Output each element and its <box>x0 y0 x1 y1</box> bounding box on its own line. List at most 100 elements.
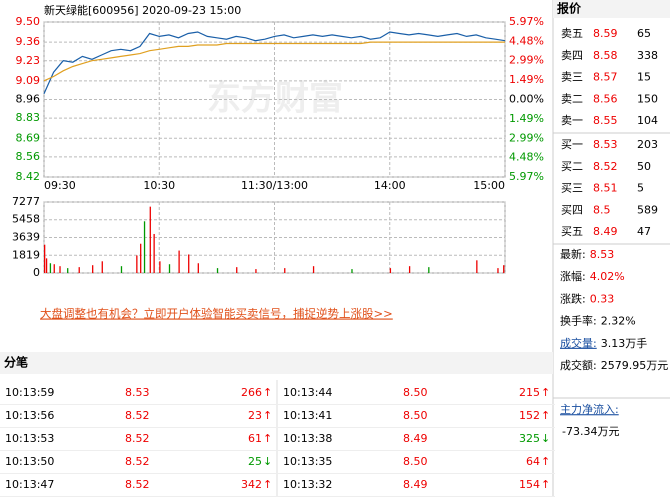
stat-label: 换手率: <box>560 314 597 328</box>
x-tick-label: 10:30 <box>143 179 175 192</box>
book-label: 买三 <box>561 182 583 195</box>
volume-bar <box>49 263 52 273</box>
quote-title: 报价 <box>557 1 582 16</box>
tick-price: 8.49 <box>403 432 428 445</box>
tick-arrow: ↑ <box>541 386 550 399</box>
tape-header <box>0 352 553 374</box>
stat: 成交量: 3.13万手 <box>560 336 647 350</box>
tick-price: 8.50 <box>403 455 428 468</box>
stat-label: 涨幅: <box>560 270 586 283</box>
y-tick-label: 8.42 <box>16 170 41 183</box>
tick-price: 8.52 <box>125 409 150 422</box>
book-price: 8.58 <box>593 49 618 62</box>
tick-time: 10:13:35 <box>283 455 332 468</box>
y-tick-label: 0 <box>33 266 40 279</box>
volume-bar <box>389 268 392 273</box>
stat: 涨幅: 4.02% <box>560 270 625 283</box>
tick-price: 8.52 <box>125 478 150 491</box>
stat: 换手率: 2.32% <box>560 314 636 328</box>
y2-tick-label: 1.49% <box>509 73 544 86</box>
y2-tick-label: 1.49% <box>509 112 544 125</box>
tick-arrow: ↑ <box>541 478 550 491</box>
y2-tick-label: 2.99% <box>509 54 544 67</box>
stat: 成交额: 2579.95万元 <box>560 358 668 372</box>
x-tick-label: 09:30 <box>44 179 76 192</box>
volume-bar <box>136 255 138 273</box>
volume-bar <box>143 221 146 273</box>
tick-volume: 266 <box>241 386 262 399</box>
book-volume: 150 <box>637 92 658 105</box>
y-tick-label: 8.96 <box>16 93 41 106</box>
tick-arrow: ↑ <box>263 386 272 399</box>
stat-value: -73.34万元 <box>562 425 619 438</box>
volume-bar <box>92 265 94 273</box>
quote-header <box>553 0 670 18</box>
promo-link[interactable]: 大盘调整也有机会？立即开户体验智能买卖信号，捕捉逆势上涨股>> <box>40 307 393 321</box>
book-volume: 104 <box>637 114 658 127</box>
tick-arrow: ↑ <box>263 432 272 445</box>
stat-value: 2.32% <box>601 315 636 328</box>
book-price: 8.52 <box>593 160 618 173</box>
book-label: 卖四 <box>561 49 583 62</box>
volume-bar <box>255 269 257 273</box>
tick-price: 8.53 <box>125 386 150 399</box>
x-tick-label: 15:00 <box>473 179 505 192</box>
tape-title: 分笔 <box>4 355 28 370</box>
tick-volume: 325 <box>519 432 540 445</box>
x-tick-label: 14:00 <box>374 179 406 192</box>
y-tick-label: 9.50 <box>16 15 41 28</box>
book-volume: 589 <box>637 203 658 216</box>
tick-arrow: ↑ <box>263 409 272 422</box>
tick-price: 8.50 <box>403 409 428 422</box>
tick-time: 10:13:47 <box>5 478 54 491</box>
y2-tick-label: 5.97% <box>509 15 544 28</box>
tick-price: 8.50 <box>403 386 428 399</box>
tick-price: 8.52 <box>125 432 150 445</box>
y-tick-label: 1819 <box>12 248 40 261</box>
y-tick-label: 8.56 <box>16 150 41 163</box>
volume-bar <box>216 268 219 273</box>
book-label: 买一 <box>561 138 583 151</box>
volume-bar <box>236 267 238 273</box>
tick-volume: 23 <box>248 409 262 422</box>
tick-price: 8.52 <box>125 455 150 468</box>
tick-time: 10:13:44 <box>283 386 332 399</box>
book-label: 卖五 <box>561 27 583 40</box>
y2-tick-label: 4.48% <box>509 34 544 47</box>
book-price: 8.59 <box>593 27 618 40</box>
book-price: 8.51 <box>593 182 618 195</box>
tick-price: 8.49 <box>403 478 428 491</box>
volume-bar <box>168 264 171 273</box>
book-label: 买四 <box>561 203 583 216</box>
y-tick-label: 8.83 <box>16 111 41 124</box>
tick-time: 10:13:56 <box>5 409 54 422</box>
volume-bar <box>159 261 161 273</box>
y-tick-label: 8.69 <box>16 131 41 144</box>
volume-bar <box>44 244 46 273</box>
book-label: 卖一 <box>561 114 583 127</box>
volume-bar <box>101 261 103 273</box>
volume-bar <box>59 266 61 273</box>
book-price: 8.49 <box>593 225 618 238</box>
book-volume: 203 <box>637 138 658 151</box>
book-price: 8.5 <box>593 203 611 216</box>
y-tick-label: 5458 <box>12 213 40 226</box>
stat-value: 3.13万手 <box>601 336 648 350</box>
tick-time: 10:13:41 <box>283 409 332 422</box>
tick-volume: 64 <box>526 455 540 468</box>
tick-volume: 342 <box>241 478 262 491</box>
tick-time: 10:13:50 <box>5 455 54 468</box>
tick-arrow: ↑ <box>541 409 550 422</box>
tick-time: 10:13:32 <box>283 478 332 491</box>
book-label: 买五 <box>561 225 583 238</box>
volume-bar <box>53 264 55 273</box>
volume-bar <box>188 254 190 273</box>
stat-value: 2579.95万元 <box>601 359 669 372</box>
book-volume: 65 <box>637 27 651 40</box>
volume-bar <box>120 266 123 273</box>
book-volume: 338 <box>637 49 658 62</box>
volume-bar <box>351 269 353 273</box>
stat-label: 成交额: <box>560 358 597 372</box>
volume-bar <box>497 268 499 273</box>
y-tick-label: 9.36 <box>16 35 41 48</box>
